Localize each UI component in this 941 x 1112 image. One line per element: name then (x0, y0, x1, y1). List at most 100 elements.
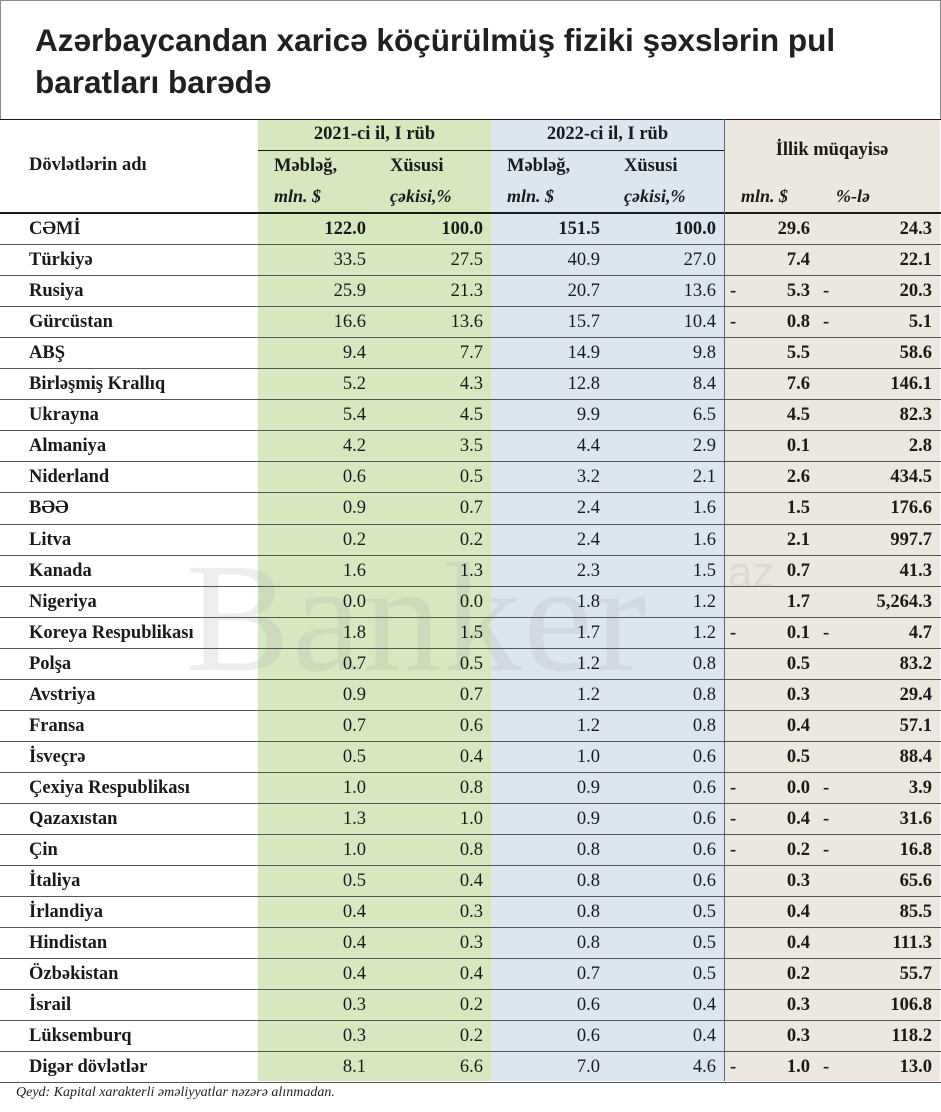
cell-cmp-amt: 7.4 (786, 250, 810, 270)
cell-s21: 21.3 (450, 281, 483, 301)
row-divider (0, 803, 941, 804)
cell-cmp-pct: 118.2 (891, 1026, 932, 1046)
header-amount-2022: Məbləğ, (507, 156, 571, 176)
negative-sign-pct: - (823, 281, 830, 301)
cell-a21: 0.4 (342, 933, 366, 953)
table-row: CƏMİ 122.0 100.0 151.5 100.0 29.6 24.3 (0, 214, 941, 245)
table-row: Qazaxıstan 1.3 1.0 0.9 0.6 0.4 31.6 - - (0, 804, 941, 835)
cell-a22: 0.6 (576, 1026, 600, 1046)
negative-sign-amount: - (730, 281, 737, 301)
cell-a22: 0.8 (576, 840, 600, 860)
header-bottom-border (0, 212, 941, 214)
cell-s22: 1.6 (692, 498, 716, 518)
row-divider (0, 741, 941, 742)
cell-cmp-amt: 0.7 (786, 561, 810, 581)
cell-s22: 9.8 (692, 343, 716, 363)
cell-s22: 2.9 (692, 436, 716, 456)
cell-cmp-amt: 4.5 (786, 405, 810, 425)
cell-a21: 33.5 (333, 250, 366, 270)
row-divider (0, 524, 941, 525)
country-name: Gürcüstan (29, 312, 113, 332)
cell-cmp-amt: 5.3 (786, 281, 810, 301)
table-row: Gürcüstan 16.6 13.6 15.7 10.4 0.8 5.1 - - (0, 307, 941, 338)
negative-sign-amount: - (730, 809, 737, 829)
page-title: Azərbaycandan xaricə köçürülmüş fiziki ş… (35, 22, 836, 100)
header-country: Dövlətlərin adı (29, 155, 147, 175)
country-name: Lüksemburq (29, 1026, 132, 1046)
cell-a22: 1.2 (576, 716, 600, 736)
table-row: Türkiyə 33.5 27.5 40.9 27.0 7.4 22.1 (0, 245, 941, 276)
cell-a22: 15.7 (567, 312, 600, 332)
table-row: Özbəkistan 0.4 0.4 0.7 0.5 0.2 55.7 (0, 959, 941, 990)
table-row: Nigeriya 0.0 0.0 1.8 1.2 1.7 5,264.3 (0, 587, 941, 618)
negative-sign-amount: - (730, 1057, 737, 1077)
cell-cmp-pct: 20.3 (899, 281, 932, 301)
country-name: Avstriya (29, 685, 96, 705)
row-divider (0, 306, 941, 307)
cell-cmp-pct: 146.1 (890, 374, 932, 394)
cell-cmp-pct: 111.3 (892, 933, 932, 953)
cell-s21: 0.5 (459, 654, 483, 674)
row-divider (0, 275, 941, 276)
cell-a21: 1.8 (342, 623, 366, 643)
country-name: Birləşmiş Krallıq (29, 374, 166, 394)
cell-s22: 0.8 (692, 716, 716, 736)
cell-cmp-amt: 0.3 (786, 1026, 810, 1046)
cell-a22: 3.2 (576, 467, 600, 487)
negative-sign-pct: - (823, 778, 830, 798)
cell-s22: 0.6 (692, 778, 716, 798)
country-name: Litva (29, 530, 72, 550)
table-row: Fransa 0.7 0.6 1.2 0.8 0.4 57.1 (0, 711, 941, 742)
row-divider (0, 710, 941, 711)
cell-cmp-amt: 0.8 (786, 312, 810, 332)
row-divider (0, 865, 941, 866)
country-name: Rusiya (29, 281, 84, 301)
cell-s21: 3.5 (459, 436, 483, 456)
row-divider (0, 834, 941, 835)
negative-sign-pct: - (823, 809, 830, 829)
cell-cmp-amt: 29.6 (777, 219, 810, 239)
cell-a22: 2.3 (576, 561, 600, 581)
cell-cmp-amt: 0.4 (786, 933, 810, 953)
cell-cmp-amt: 0.4 (786, 902, 810, 922)
cell-s22: 0.8 (692, 654, 716, 674)
country-name: CƏMİ (29, 219, 81, 239)
cell-cmp-amt: 0.4 (786, 809, 810, 829)
cell-s22: 10.4 (683, 312, 716, 332)
cell-cmp-pct: 434.5 (890, 467, 932, 487)
table-row: Avstriya 0.9 0.7 1.2 0.8 0.3 29.4 (0, 680, 941, 711)
cell-cmp-amt: 0.3 (786, 995, 810, 1015)
band-2021 (258, 119, 491, 1081)
cell-s21: 0.6 (459, 716, 483, 736)
cell-s21: 0.4 (459, 747, 483, 767)
table-row: Niderland 0.6 0.5 3.2 2.1 2.6 434.5 (0, 462, 941, 493)
cell-s21: 0.8 (459, 840, 483, 860)
table-row: Almaniya 4.2 3.5 4.4 2.9 0.1 2.8 (0, 431, 941, 462)
cell-a22: 0.8 (576, 933, 600, 953)
cell-cmp-amt: 0.3 (786, 685, 810, 705)
cell-a21: 0.2 (342, 530, 366, 550)
cell-s22: 1.6 (692, 530, 716, 550)
cell-cmp-pct: 41.3 (899, 561, 932, 581)
cell-s21: 0.2 (459, 995, 483, 1015)
cell-a22: 4.4 (576, 436, 600, 456)
title-box: Azərbaycandan xaricə köçürülmüş fiziki ş… (0, 0, 941, 119)
header-cmp-unit-pct: %-lə (836, 186, 870, 206)
band-comparison (724, 119, 940, 1081)
cell-s21: 0.0 (459, 592, 483, 612)
cell-s22: 0.8 (692, 685, 716, 705)
negative-sign-amount: - (730, 840, 737, 860)
cell-a22: 2.4 (576, 530, 600, 550)
header-sub-divider (258, 150, 724, 151)
cell-s22: 8.4 (692, 374, 716, 394)
row-divider (0, 586, 941, 587)
table-row: ABŞ 9.4 7.7 14.9 9.8 5.5 58.6 (0, 338, 941, 369)
cell-a21: 0.7 (342, 716, 366, 736)
cell-cmp-pct: 5.1 (908, 312, 932, 332)
cell-a22: 1.7 (576, 623, 600, 643)
country-name: BƏƏ (29, 498, 69, 518)
country-name: İtaliya (29, 871, 81, 891)
table-row: Çexiya Respublikası 1.0 0.8 0.9 0.6 0.0 3.9 - - (0, 773, 941, 804)
country-name: İrlandiya (29, 902, 104, 922)
cell-a21: 0.6 (342, 467, 366, 487)
